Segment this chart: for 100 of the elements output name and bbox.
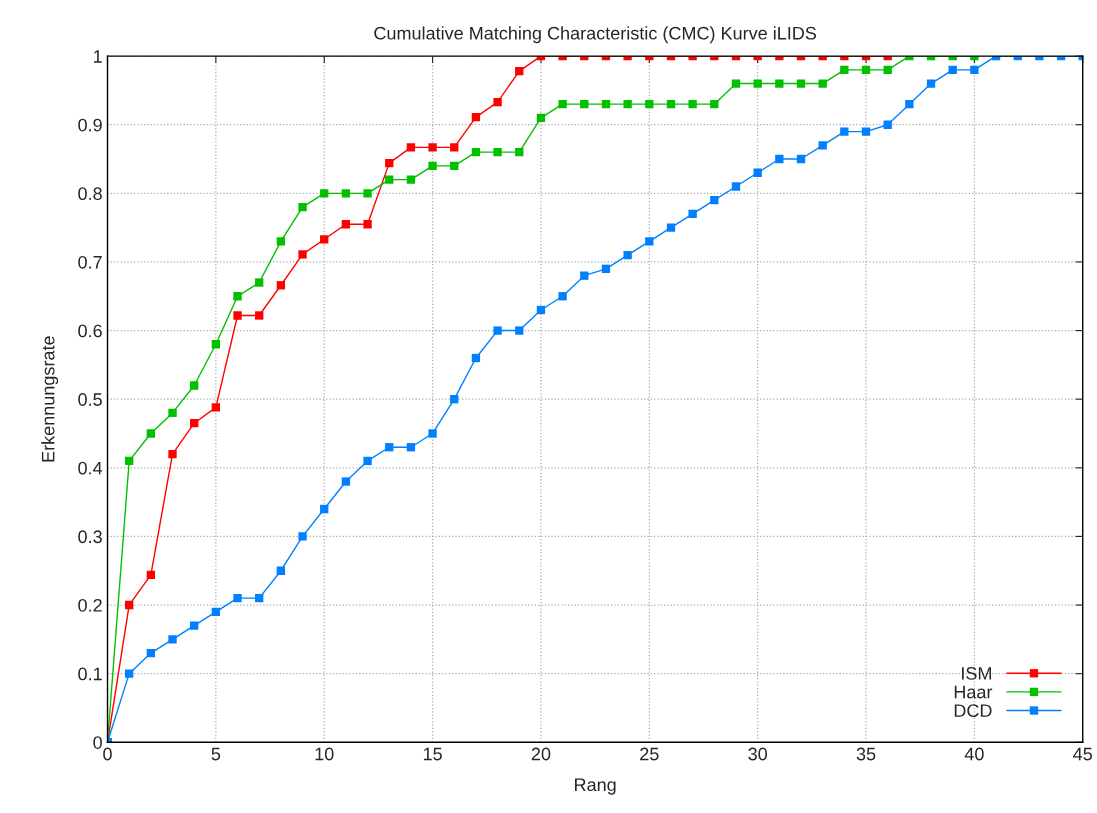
x-axis-title: Rang xyxy=(575,778,616,795)
point xyxy=(190,419,199,428)
point xyxy=(948,65,957,74)
point xyxy=(320,235,329,244)
x-tick-label: 30 xyxy=(748,747,767,761)
x-tick-label: 5 xyxy=(211,747,221,761)
point xyxy=(710,99,719,109)
point xyxy=(536,305,546,315)
legend-label: DCD xyxy=(954,704,992,718)
point xyxy=(406,175,416,184)
point xyxy=(796,154,806,164)
point xyxy=(276,566,286,575)
point xyxy=(688,99,697,109)
point xyxy=(255,278,264,287)
point xyxy=(450,161,459,171)
point xyxy=(818,79,827,88)
y-tick-label: 0.3 xyxy=(78,530,102,544)
point xyxy=(840,127,849,136)
point xyxy=(320,189,329,198)
point xyxy=(731,182,741,191)
point xyxy=(233,594,242,603)
point xyxy=(385,443,394,452)
y-tick-label: 0.9 xyxy=(78,118,102,132)
point xyxy=(536,113,546,123)
point xyxy=(883,120,892,129)
y-tick-label: 0.5 xyxy=(78,393,102,406)
y-tick-label: 0.1 xyxy=(78,667,102,681)
y-tick-label: 0.2 xyxy=(78,598,102,612)
point xyxy=(883,65,892,74)
point xyxy=(861,65,871,74)
point xyxy=(645,237,654,246)
point xyxy=(125,456,134,466)
point xyxy=(233,311,242,320)
y-tick-label: 0.6 xyxy=(78,324,102,338)
point xyxy=(623,99,632,109)
point xyxy=(276,237,286,246)
point xyxy=(970,65,979,74)
point xyxy=(168,449,177,459)
point xyxy=(168,408,177,418)
point xyxy=(861,127,871,136)
point xyxy=(406,143,416,152)
point xyxy=(341,220,351,229)
point xyxy=(298,202,307,212)
legend-label: Haar xyxy=(954,685,993,699)
point xyxy=(493,147,502,157)
point xyxy=(926,79,936,88)
point xyxy=(601,99,611,109)
point xyxy=(428,429,437,438)
point xyxy=(601,264,611,273)
point xyxy=(190,621,199,630)
x-tick-label: 20 xyxy=(531,747,551,761)
point xyxy=(450,143,459,152)
point xyxy=(515,67,524,76)
point xyxy=(320,504,329,514)
point xyxy=(428,143,437,152)
point xyxy=(818,141,827,150)
point xyxy=(146,570,156,580)
point xyxy=(298,532,307,541)
y-tick-label: 0.8 xyxy=(78,187,102,201)
point xyxy=(385,158,394,168)
point xyxy=(710,196,719,205)
point xyxy=(406,443,416,452)
point xyxy=(341,189,351,198)
point xyxy=(211,340,221,349)
point xyxy=(796,79,806,88)
point xyxy=(146,429,156,438)
point xyxy=(428,161,437,171)
point xyxy=(558,292,567,301)
x-tick-label: 25 xyxy=(640,747,659,761)
point xyxy=(580,271,589,280)
y-tick-label: 0 xyxy=(93,736,102,749)
point xyxy=(688,209,697,219)
point xyxy=(363,189,372,198)
point xyxy=(515,147,524,157)
point xyxy=(905,99,914,109)
x-tick-label: 35 xyxy=(856,747,876,761)
point xyxy=(125,600,134,610)
point xyxy=(255,311,264,320)
point xyxy=(775,79,784,88)
point xyxy=(190,381,199,390)
y-tick-label: 0.7 xyxy=(78,255,102,269)
point xyxy=(233,292,242,301)
point xyxy=(558,99,567,109)
x-tick-label: 10 xyxy=(315,747,334,761)
y-tick-label: 0.4 xyxy=(78,461,103,475)
point xyxy=(363,220,372,229)
point xyxy=(623,250,632,260)
y-tick-label: 1 xyxy=(93,50,102,63)
point xyxy=(515,326,524,335)
point xyxy=(840,65,849,74)
point xyxy=(276,281,286,290)
point xyxy=(666,223,676,232)
legend-label: ISM xyxy=(962,666,991,680)
point xyxy=(211,403,221,412)
y-axis-title: Erkennungsrate xyxy=(41,336,59,462)
point xyxy=(731,79,741,88)
point xyxy=(341,477,351,486)
point xyxy=(168,635,177,644)
point xyxy=(363,456,372,466)
point xyxy=(255,594,264,603)
